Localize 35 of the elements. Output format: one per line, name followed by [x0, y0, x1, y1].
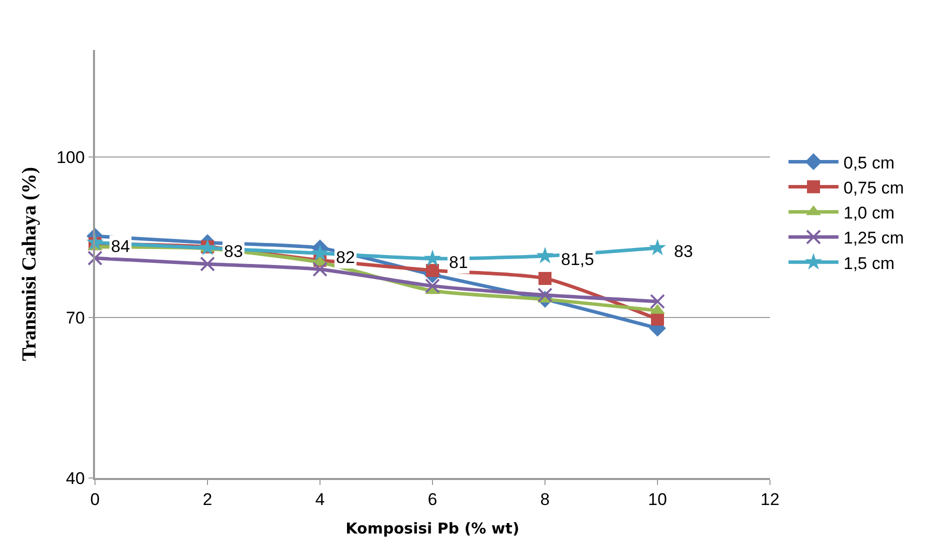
x-tick-label: 0 [90, 490, 100, 510]
legend-label: 1,5 cm [844, 254, 895, 273]
y-axis-title: Transmisi Cahaya (%) [18, 166, 40, 362]
x-axis-title: Komposisi Pb (% wt) [346, 520, 520, 538]
point [648, 238, 666, 256]
point [88, 250, 102, 266]
point [536, 246, 554, 264]
point [650, 294, 665, 309]
x-tick-label: 10 [648, 490, 667, 510]
legend-label: 1,0 cm [844, 204, 895, 223]
legend-label: 1,25 cm [844, 228, 904, 248]
data-label: 82 [336, 248, 355, 267]
data-label: 81 [449, 253, 468, 272]
x-tick-label: 6 [428, 490, 438, 510]
data-label: 81,5 [561, 250, 594, 269]
point [538, 288, 552, 303]
data-label: 83 [674, 242, 693, 261]
point [424, 250, 442, 266]
data-label: 84 [111, 237, 130, 256]
y-tick-label: 40 [66, 468, 85, 488]
point [538, 272, 552, 285]
x-tick-label: 2 [202, 490, 212, 510]
point [311, 244, 329, 261]
point [426, 264, 439, 277]
y-tick-label: 70 [66, 308, 85, 328]
x-tick-label: 12 [760, 490, 780, 510]
point [312, 262, 328, 277]
x-tick-label: 8 [540, 490, 550, 510]
legend-label: 0,75 cm [844, 178, 904, 198]
data-label: 83 [224, 242, 243, 261]
point [200, 256, 215, 272]
x-tick-label: 4 [315, 490, 325, 510]
y-tick-label: 100 [56, 148, 85, 167]
legend-label: 0,5 cm [844, 153, 895, 172]
point [425, 278, 440, 294]
